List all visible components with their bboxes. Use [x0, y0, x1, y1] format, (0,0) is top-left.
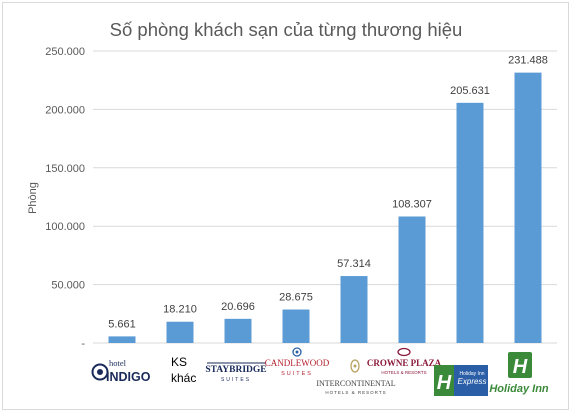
bar-value-label: 231.488: [508, 55, 548, 67]
staybridge-logo: STAYBRIDGE SUITES: [205, 362, 267, 383]
candlewood-logo-sub: SUITES: [281, 371, 313, 377]
indigo-logo-top: hotel: [109, 358, 127, 368]
hi-express-logo-main: Express: [458, 377, 487, 386]
bar-value-label: 205.631: [450, 85, 490, 97]
candlewood-logo-main: CANDLEWOOD: [265, 358, 330, 368]
h-icon: H: [437, 372, 452, 394]
y-tick-label: 250.000: [45, 46, 85, 58]
bar: [398, 216, 426, 343]
y-tick-label: 100.000: [45, 221, 85, 233]
indigo-logo-main: INDIGO: [106, 370, 151, 384]
ks-khac-line1: KS: [171, 355, 187, 369]
bar: [340, 276, 368, 343]
bar-value-label: 5.661: [108, 318, 136, 330]
bars: [108, 72, 542, 344]
y-tick-label: 50.000: [51, 280, 85, 292]
bar-value-label: 28.675: [279, 292, 313, 304]
y-tick-label: -: [81, 338, 85, 350]
intercontinental-logo-sub: HOTELS & RESORTS: [325, 390, 386, 395]
bar-value-label: 20.696: [221, 301, 255, 313]
y-tick-label: 200.000: [45, 104, 85, 116]
holiday-inn-logo: H Holiday Inn: [489, 352, 549, 395]
data-labels: 5.661 18.210 20.696 28.675 57.314 108.307 205.…: [108, 55, 548, 331]
bar: [456, 102, 484, 343]
crowne-plaza-logo-main: CROWNE PLAZA: [367, 358, 442, 368]
staybridge-logo-sub: SUITES: [221, 377, 251, 383]
bar: [282, 309, 310, 343]
bar-value-label: 57.314: [337, 258, 371, 270]
crowne-plaza-logo: CROWNE PLAZA HOTELS & RESORTS: [367, 347, 442, 375]
crowne-plaza-logo-sub: HOTELS & RESORTS: [381, 370, 426, 375]
holiday-inn-h-icon: H: [513, 356, 528, 378]
x-axis-logos: hotel INDIGO KS khác STAYBRIDGE SUITES C…: [91, 347, 549, 396]
intercontinental-logo-main: INTERCONTINENTAL: [316, 379, 395, 388]
intercontinental-logo: INTERCONTINENTAL HOTELS & RESORTS: [316, 359, 396, 395]
candlewood-logo: CANDLEWOOD SUITES: [265, 347, 330, 377]
holiday-inn-express-logo: H Holiday Inn Express: [434, 365, 488, 396]
bar: [108, 336, 136, 343]
ks-khac-line2: khác: [171, 371, 196, 385]
bar: [224, 318, 252, 343]
bar-value-label: 108.307: [392, 198, 432, 210]
bar-value-label: 18.210: [163, 304, 197, 316]
bar: [514, 72, 542, 344]
ks-khac-label: KS khác: [171, 355, 196, 385]
hi-express-logo-small: Holiday Inn: [459, 371, 484, 377]
y-axis-ticks: - 50.000 100.000 150.000 200.000 250.000: [45, 46, 85, 350]
staybridge-logo-main: STAYBRIDGE: [205, 365, 266, 375]
chart-title: Số phòng khách sạn của từng thương hiệu: [110, 19, 463, 40]
holiday-inn-logo-main: Holiday Inn: [489, 383, 549, 395]
hotel-indigo-logo: hotel INDIGO: [91, 358, 151, 384]
bar: [166, 321, 194, 343]
y-tick-label: 150.000: [45, 163, 85, 175]
y-axis-label: Phòng: [27, 182, 39, 214]
